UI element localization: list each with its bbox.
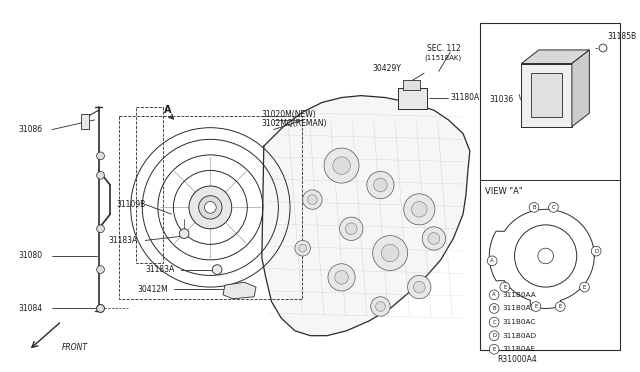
Circle shape	[371, 297, 390, 316]
Circle shape	[381, 244, 399, 262]
Circle shape	[97, 225, 104, 232]
Text: E: E	[559, 304, 562, 309]
Text: E: E	[583, 285, 586, 289]
Text: (11518AK): (11518AK)	[424, 54, 461, 61]
Text: 311B0AD: 311B0AD	[503, 333, 537, 339]
Text: E: E	[503, 285, 506, 289]
Bar	[81, 114, 89, 129]
Text: 31020M(NEW): 31020M(NEW)	[262, 110, 317, 119]
Text: 31185B: 31185B	[608, 32, 637, 41]
Circle shape	[299, 244, 307, 252]
Circle shape	[490, 317, 499, 327]
Circle shape	[413, 281, 425, 293]
Bar	[136, 107, 163, 263]
Circle shape	[328, 264, 355, 291]
Text: A: A	[164, 105, 171, 115]
Text: FRONT: FRONT	[61, 343, 88, 352]
Circle shape	[308, 195, 317, 205]
Polygon shape	[522, 50, 589, 64]
Polygon shape	[572, 50, 589, 127]
Text: 31180A: 31180A	[451, 93, 479, 102]
Text: D: D	[594, 248, 598, 254]
Circle shape	[490, 331, 499, 340]
Text: 311B0AC: 311B0AC	[503, 319, 536, 325]
Circle shape	[97, 305, 104, 312]
Circle shape	[212, 265, 222, 275]
Circle shape	[548, 202, 558, 212]
Bar	[479, 23, 620, 350]
Circle shape	[335, 270, 348, 284]
Circle shape	[97, 266, 104, 273]
Circle shape	[404, 194, 435, 225]
Text: E: E	[534, 304, 538, 309]
Text: 311B0AB: 311B0AB	[503, 305, 536, 311]
Text: 30429Y: 30429Y	[372, 64, 401, 73]
Text: E: E	[493, 347, 496, 352]
Polygon shape	[262, 96, 470, 336]
Bar	[531, 73, 562, 117]
Circle shape	[324, 148, 359, 183]
Text: R31000A4: R31000A4	[497, 356, 537, 365]
Polygon shape	[223, 282, 256, 299]
Circle shape	[556, 302, 565, 311]
Circle shape	[580, 282, 589, 292]
Circle shape	[97, 171, 104, 179]
Circle shape	[372, 235, 408, 270]
Circle shape	[346, 223, 357, 235]
Circle shape	[189, 186, 232, 229]
Circle shape	[376, 302, 385, 311]
Circle shape	[591, 246, 601, 256]
Circle shape	[333, 157, 350, 174]
Circle shape	[490, 344, 499, 354]
Circle shape	[367, 171, 394, 199]
Circle shape	[340, 217, 363, 240]
Circle shape	[295, 240, 310, 256]
Bar	[403, 80, 420, 90]
Circle shape	[97, 152, 104, 160]
Text: 30412M: 30412M	[138, 285, 168, 294]
Text: 31084: 31084	[19, 304, 43, 313]
Circle shape	[599, 44, 607, 52]
Circle shape	[205, 202, 216, 213]
Circle shape	[408, 275, 431, 299]
Text: D: D	[492, 333, 496, 338]
Bar	[119, 116, 301, 299]
Text: 31109B: 31109B	[116, 200, 145, 209]
Text: C: C	[492, 320, 496, 324]
Circle shape	[412, 202, 427, 217]
Text: 31080: 31080	[19, 251, 43, 260]
Circle shape	[487, 256, 497, 266]
Text: 31183A: 31183A	[108, 236, 138, 245]
Text: B: B	[532, 205, 536, 210]
Text: 311B0AE: 311B0AE	[503, 346, 536, 352]
Circle shape	[422, 227, 445, 250]
Text: A: A	[492, 292, 496, 297]
Text: 31036: 31036	[490, 95, 513, 104]
Circle shape	[374, 178, 387, 192]
Circle shape	[428, 232, 440, 244]
Text: A: A	[490, 258, 494, 263]
Text: B: B	[492, 306, 496, 311]
Text: 31183A: 31183A	[145, 265, 175, 274]
Bar	[522, 64, 572, 127]
Circle shape	[97, 305, 104, 312]
Circle shape	[303, 190, 322, 209]
Bar	[398, 88, 427, 109]
Circle shape	[490, 304, 499, 313]
Text: 311B0AA: 311B0AA	[503, 292, 537, 298]
Text: 3102MQ(REMAN): 3102MQ(REMAN)	[262, 119, 327, 128]
Circle shape	[490, 290, 499, 300]
Circle shape	[531, 302, 541, 311]
Circle shape	[179, 229, 189, 238]
Text: 31086: 31086	[19, 125, 43, 134]
Circle shape	[529, 202, 539, 212]
Text: SEC. 112: SEC. 112	[427, 45, 461, 54]
Circle shape	[198, 196, 222, 219]
Text: VIEW "A": VIEW "A"	[485, 187, 523, 196]
Text: C: C	[552, 205, 556, 210]
Circle shape	[500, 282, 509, 292]
